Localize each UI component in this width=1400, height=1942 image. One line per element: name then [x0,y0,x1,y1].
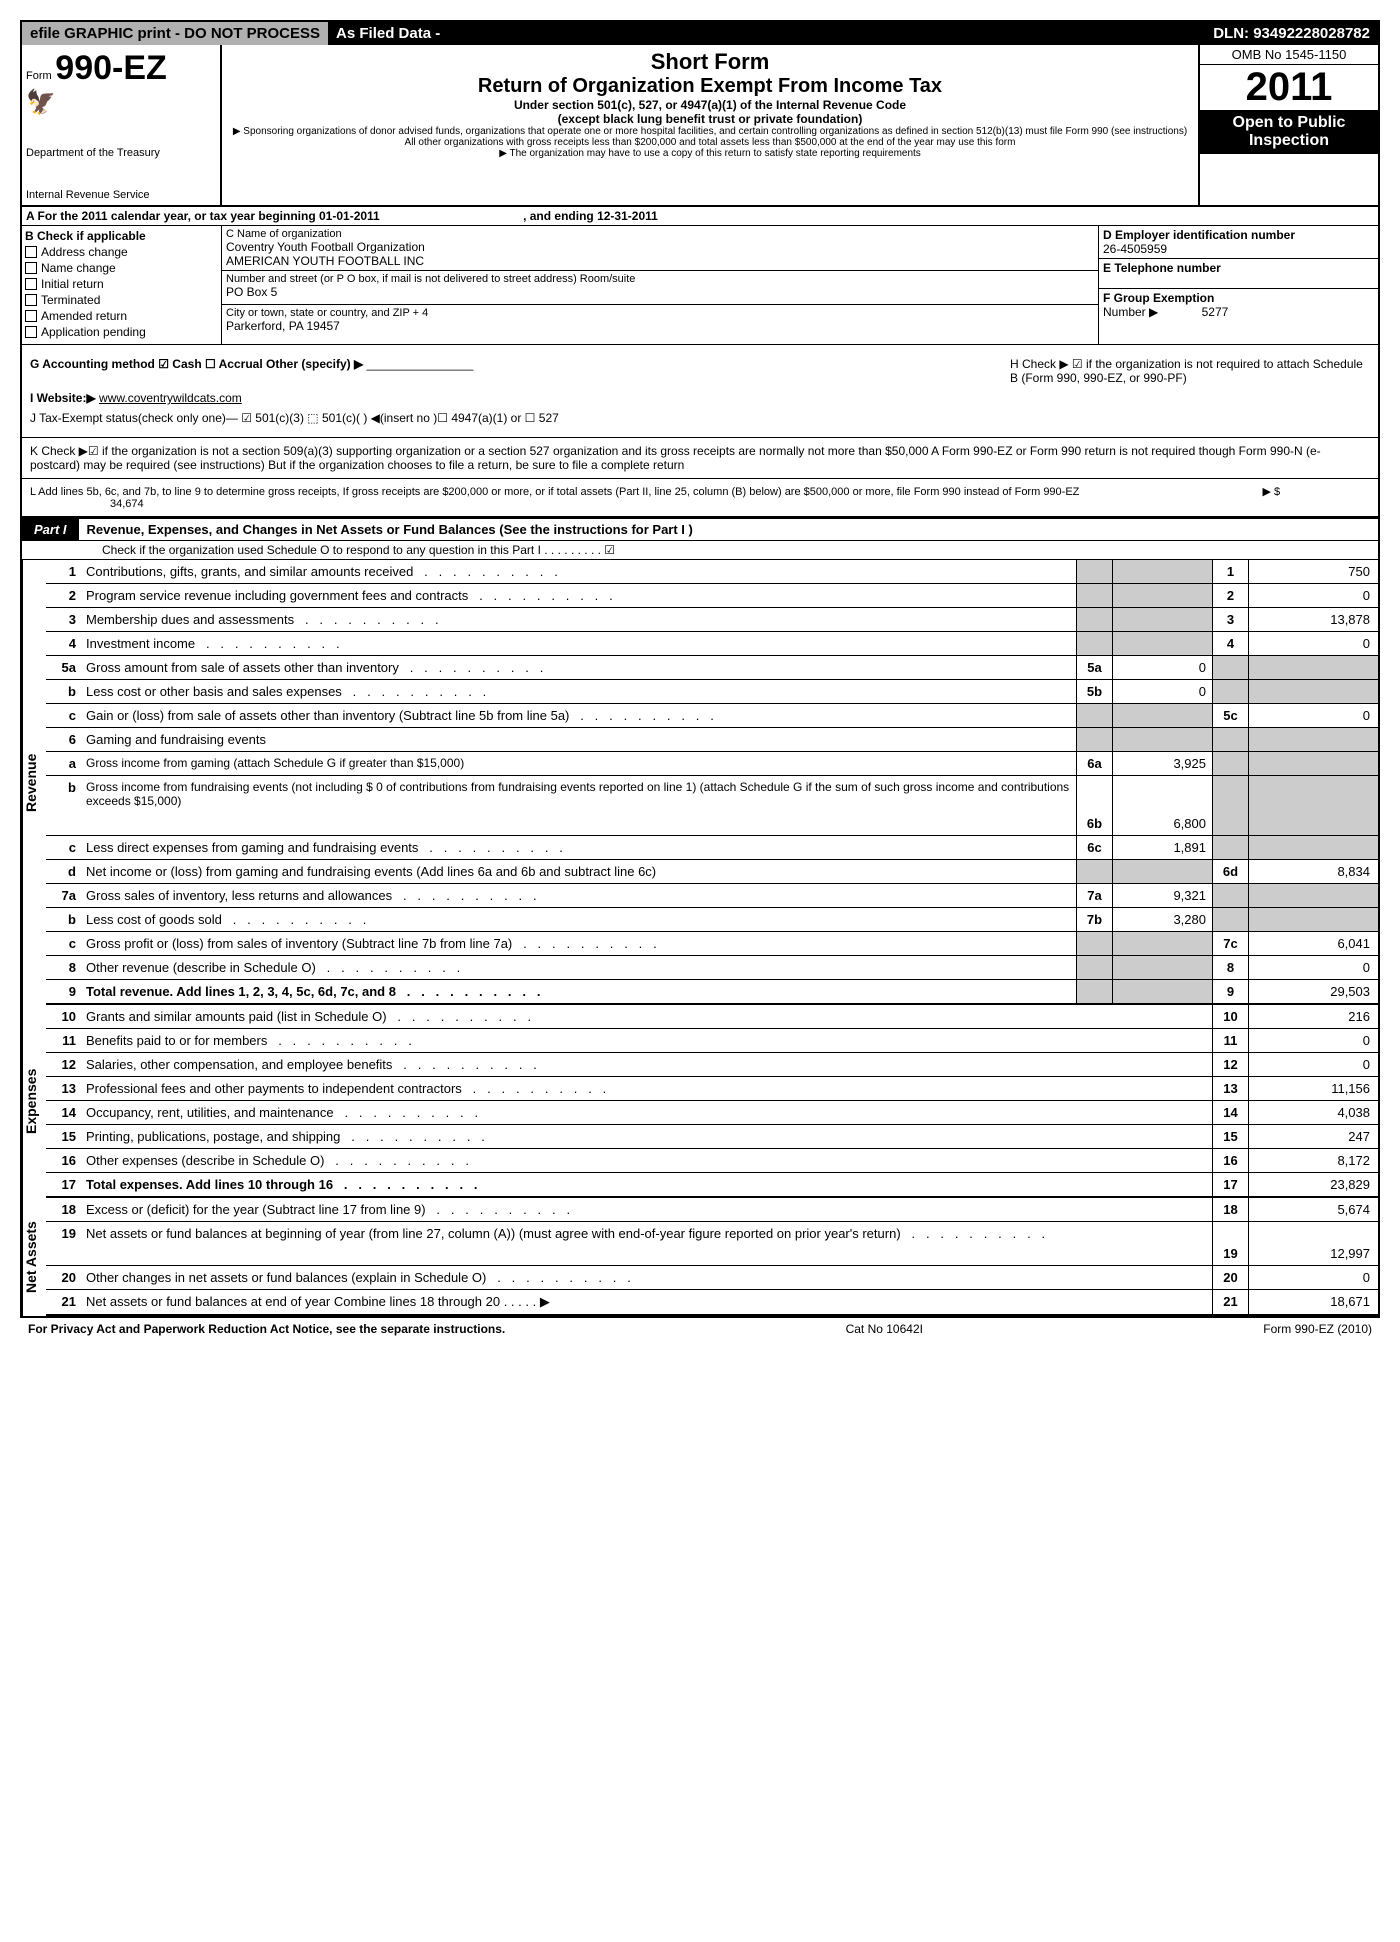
col-b: B Check if applicable Address change Nam… [22,226,222,344]
row-a: A For the 2011 calendar year, or tax yea… [22,207,1378,226]
l-text: L Add lines 5b, 6c, and 7b, to line 9 to… [30,486,1079,498]
mid-section: G Accounting method ☑ Cash ☐ Accrual Oth… [22,345,1378,438]
efile-text: efile GRAPHIC print - DO NOT PROCESS [22,22,328,45]
c-name-1: Coventry Youth Football Organization [226,240,1094,254]
chk-address[interactable] [25,246,37,258]
chk-name[interactable] [25,262,37,274]
f-label: F Group Exemption [1103,291,1214,305]
org-section: B Check if applicable Address change Nam… [22,226,1378,345]
chk-initial[interactable] [25,278,37,290]
subtitle-2: (except black lung benefit trust or priv… [228,112,1192,126]
g-blank: ________________ [367,357,474,371]
h-text: H Check ▶ ☑ if the organization is not r… [1010,357,1370,385]
j-text: J Tax-Exempt status(check only one)— ☑ 5… [30,411,1370,425]
side-net: Net Assets [22,1198,46,1316]
c-addr-label: Number and street (or P O box, if mail i… [226,273,1094,285]
i-label: I Website:▶ [30,391,96,405]
d-val: 26-4505959 [1103,242,1167,256]
subtitle-1: Under section 501(c), 527, or 4947(a)(1)… [228,98,1192,112]
f-label2: Number ▶ [1103,305,1158,319]
dept-treasury: Department of the Treasury [26,147,216,159]
form-prefix: Form [26,70,52,82]
omb-no: OMB No 1545-1150 [1200,45,1378,65]
part1-label: Part I [22,519,79,540]
revenue-table: Revenue 1Contributions, gifts, grants, a… [22,560,1378,1005]
form-page: efile GRAPHIC print - DO NOT PROCESS As … [20,20,1380,1318]
l-section: L Add lines 5b, 6c, and 7b, to line 9 to… [22,479,1378,517]
d-label: D Employer identification number [1103,228,1295,242]
e-label: E Telephone number [1103,261,1221,275]
row-a-end: , and ending 12-31-2011 [523,209,658,223]
part1-header: Part I Revenue, Expenses, and Changes in… [22,517,1378,541]
footer: For Privacy Act and Paperwork Reduction … [20,1318,1380,1340]
col-b-title: B Check if applicable [25,229,146,243]
short-form-title: Short Form [228,49,1192,75]
sponsor-text: ▶ Sponsoring organizations of donor advi… [228,126,1192,148]
net-table: Net Assets 18Excess or (deficit) for the… [22,1198,1378,1316]
col-def: D Employer identification number 26-4505… [1098,226,1378,344]
c-city-val: Parkerford, PA 19457 [226,319,1094,333]
l-amt-label: ▶ $ [1262,486,1280,498]
l-amt: 34,674 [110,498,144,510]
c-name-label: C Name of organization [226,228,1094,240]
inspect-2: Inspection [1204,132,1374,150]
return-title: Return of Organization Exempt From Incom… [228,75,1192,98]
eagle-icon: 🦅 [26,88,216,117]
footer-center: Cat No 10642I [505,1322,1263,1336]
form-number: 990-EZ [55,49,167,87]
dln-text: DLN: 93492228028782 [1205,22,1378,45]
col-c: C Name of organization Coventry Youth Fo… [222,226,1098,344]
expenses-table: Expenses 10Grants and similar amounts pa… [22,1005,1378,1198]
c-name-2: AMERICAN YOUTH FOOTBALL INC [226,254,1094,268]
chk-amended[interactable] [25,310,37,322]
top-bar: efile GRAPHIC print - DO NOT PROCESS As … [22,22,1378,45]
k-text: K Check ▶☑ if the organization is not a … [22,438,1378,479]
part1-check: Check if the organization used Schedule … [22,541,1378,560]
chk-pending[interactable] [25,326,37,338]
footer-right: Form 990-EZ (2010) [1263,1322,1372,1336]
part1-title: Revenue, Expenses, and Changes in Net As… [79,519,701,540]
chk-terminated[interactable] [25,294,37,306]
tax-year: 2011 [1200,65,1378,110]
side-revenue: Revenue [22,560,46,1005]
header-left: Form 990-EZ 🦅 Department of the Treasury… [22,45,222,205]
dept-irs: Internal Revenue Service [26,189,216,201]
f-val: 5277 [1202,305,1229,319]
as-filed-text: As Filed Data - [328,22,1205,45]
copy-text: ▶ The organization may have to use a cop… [228,148,1192,159]
footer-left: For Privacy Act and Paperwork Reduction … [28,1322,505,1336]
header: Form 990-EZ 🦅 Department of the Treasury… [22,45,1378,207]
open-inspect: Open to Public Inspection [1200,110,1378,154]
inspect-1: Open to Public [1204,114,1374,132]
header-right: OMB No 1545-1150 2011 Open to Public Ins… [1198,45,1378,205]
i-website[interactable]: www.coventrywildcats.com [99,391,242,405]
c-addr-val: PO Box 5 [226,285,1094,299]
header-mid: Short Form Return of Organization Exempt… [222,45,1198,205]
c-city-label: City or town, state or country, and ZIP … [226,307,1094,319]
side-expenses: Expenses [22,1005,46,1198]
row-a-text: A For the 2011 calendar year, or tax yea… [26,209,380,223]
g-text: G Accounting method ☑ Cash ☐ Accrual Oth… [30,357,363,371]
